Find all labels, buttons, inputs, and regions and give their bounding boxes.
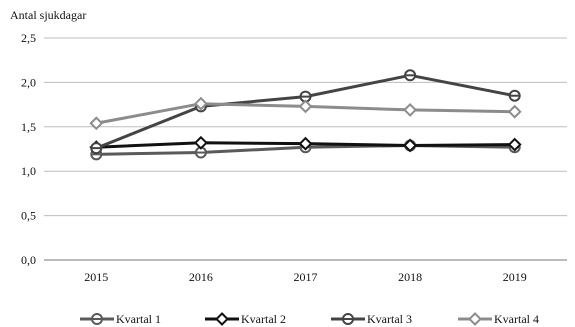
legend-marker [468, 312, 482, 326]
y-tick-label: 1,0 [21, 164, 36, 178]
y-tick-label: 1,5 [21, 120, 36, 134]
legend: Kvartal 1 Kvartal 2 Kvartal 3 Kvartal 4 [80, 312, 539, 326]
legend-item: Kvartal 1 [80, 312, 161, 326]
y-tick-label: 2,0 [21, 75, 36, 89]
data-point [507, 104, 522, 119]
data-point [298, 99, 313, 114]
legend-label: Kvartal 2 [241, 312, 286, 326]
y-tick-label: 0,5 [21, 209, 36, 223]
data-point [403, 103, 418, 117]
x-axis-ticks: 2015 2016 2017 2018 2019 [84, 270, 526, 284]
legend-item: Kvartal 3 [331, 312, 412, 326]
x-tick-label: 2017 [294, 270, 318, 284]
legend-label: Kvartal 3 [367, 312, 412, 326]
data-point [193, 135, 208, 150]
x-tick-label: 2018 [398, 270, 422, 284]
data-point [403, 138, 418, 153]
legend-item: Kvartal 2 [205, 312, 286, 326]
gridlines [44, 37, 567, 261]
data-point [507, 137, 522, 152]
x-tick-label: 2016 [189, 270, 213, 284]
data-point [89, 116, 104, 131]
y-axis-label: Antal sjukdagar [10, 8, 86, 22]
legend-marker [215, 312, 229, 326]
legend-label: Kvartal 4 [494, 312, 539, 326]
x-tick-label: 2019 [503, 270, 527, 284]
data-point [193, 96, 208, 111]
data-point [298, 136, 313, 151]
series-2 [89, 135, 522, 155]
y-tick-label: 0,0 [21, 253, 36, 267]
series-4 [89, 96, 522, 131]
legend-label: Kvartal 1 [116, 312, 161, 326]
y-tick-label: 2,5 [21, 31, 36, 45]
series-lines [89, 69, 522, 161]
y-axis-ticks: 0,0 0,5 1,0 1,5 2,0 2,5 [21, 31, 36, 267]
legend-item: Kvartal 4 [458, 312, 539, 326]
x-tick-label: 2015 [84, 270, 108, 284]
